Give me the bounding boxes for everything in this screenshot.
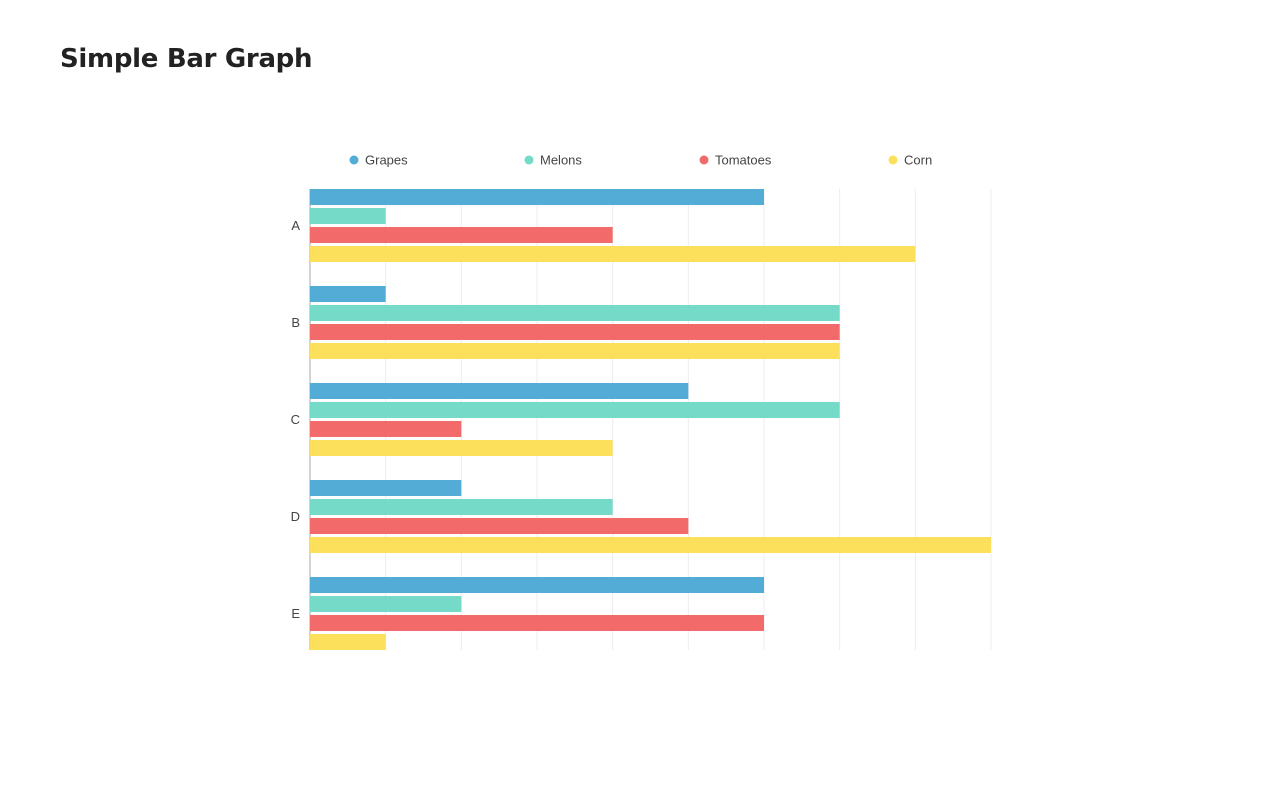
legend-marker [349,155,359,165]
bar-grapes-c [310,383,689,399]
bar-melons-a [310,208,386,224]
bar-tomatoes-e [310,615,764,631]
bar-grapes-e [310,577,764,593]
legend-label: Grapes [365,153,408,168]
legend-label: Tomatoes [715,153,772,168]
bar-melons-b [310,305,840,321]
bar-melons-d [310,499,613,515]
bar-tomatoes-b [310,324,840,340]
bar-melons-e [310,596,462,612]
bar-tomatoes-d [310,518,689,534]
category-label: B [291,315,300,330]
bar-grapes-a [310,189,764,205]
bar-corn-c [310,440,613,456]
category-label: A [291,218,300,233]
category-label: C [291,412,300,427]
bar-grapes-d [310,480,462,496]
page-title: Simple Bar Graph [60,44,313,74]
bar-melons-c [310,402,840,418]
bar-corn-b [310,343,840,359]
bar-corn-e [310,634,386,650]
bar-corn-d [310,537,991,553]
legend-label: Corn [904,153,932,168]
legend-marker [699,155,709,165]
bar-tomatoes-a [310,227,613,243]
bar-corn-a [310,246,916,262]
legend-marker [888,155,898,165]
bar-tomatoes-c [310,421,462,437]
category-label: D [291,509,300,524]
legend-label: Melons [540,153,582,168]
bar-grapes-b [310,286,386,302]
legend-marker [524,155,534,165]
category-label: E [291,606,300,621]
